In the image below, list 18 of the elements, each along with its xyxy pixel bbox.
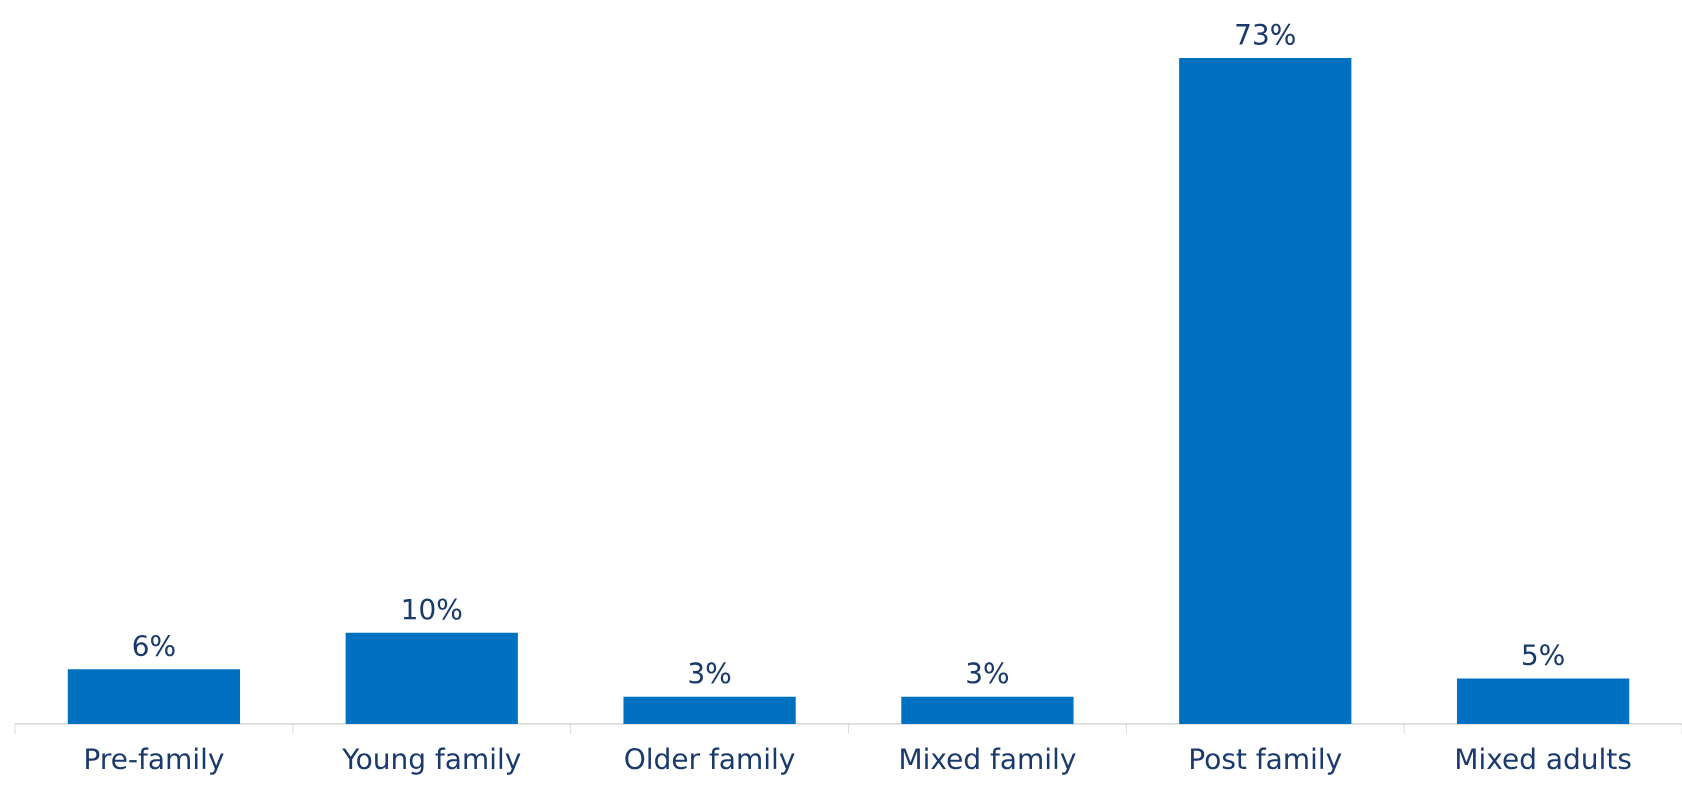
data-label: 10% — [403, 598, 462, 620]
bar — [901, 696, 1074, 724]
x-tick-label: Older family — [625, 747, 795, 775]
x-tick-label: Post family — [1191, 747, 1342, 775]
bar — [1456, 678, 1630, 724]
x-tick-label: Pre-family — [86, 747, 224, 775]
bar — [345, 632, 518, 724]
bar — [67, 669, 241, 724]
data-label: 73% — [1236, 23, 1295, 45]
x-tick-label: Mixed adults — [1457, 747, 1631, 770]
x-tick-label: Mixed family — [901, 747, 1076, 775]
data-label: 5% — [1523, 644, 1564, 666]
data-label: 6% — [133, 635, 175, 657]
data-label: 3% — [967, 662, 1009, 684]
bar — [1179, 58, 1352, 724]
bar — [623, 696, 796, 724]
x-tick-label: Young family — [342, 747, 521, 775]
data-label: 3% — [689, 662, 731, 684]
